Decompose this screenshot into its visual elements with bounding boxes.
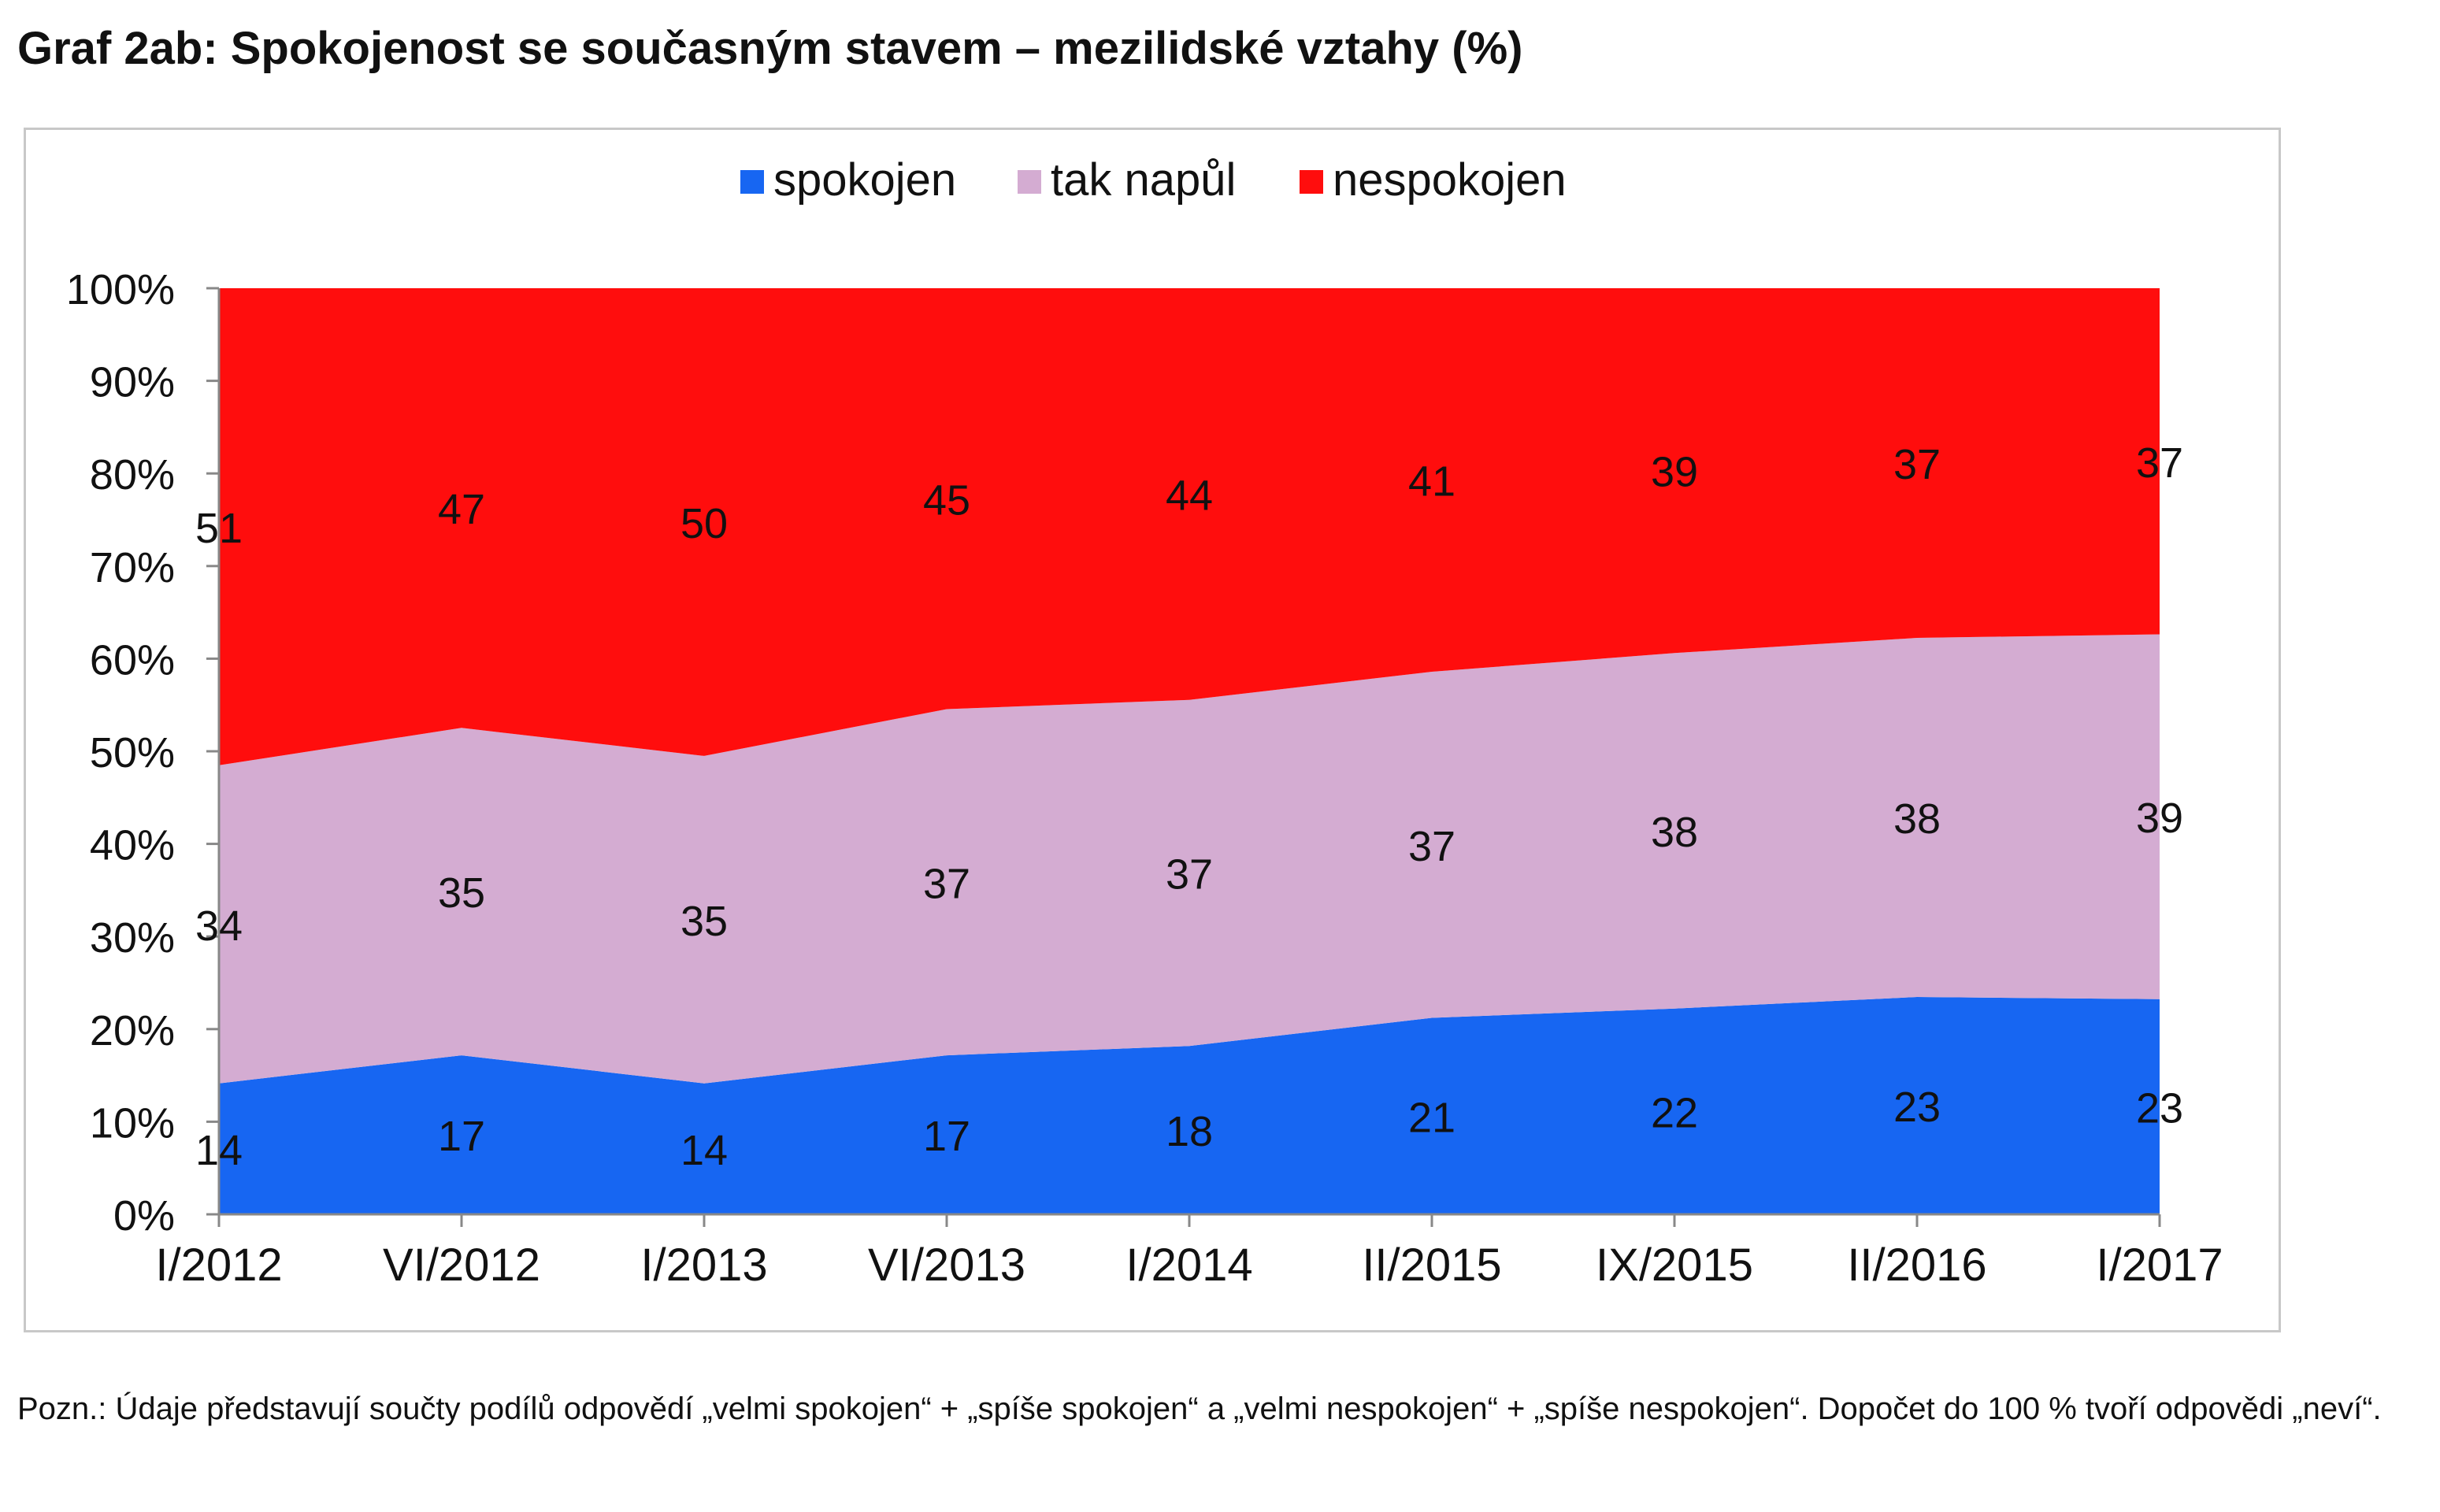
data-label-tak-napul-ii-2015: 37 bbox=[1408, 823, 1455, 870]
data-label-tak-napul-ix-2015: 38 bbox=[1651, 809, 1698, 856]
x-tick-label: II/2015 bbox=[1362, 1240, 1501, 1291]
data-label-nespokojen-i-2017: 37 bbox=[2136, 439, 2183, 487]
y-tick-label: 60% bbox=[90, 636, 175, 684]
data-label-spokojen-i-2012: 14 bbox=[195, 1127, 243, 1174]
legend-swatch-nespokojen bbox=[1300, 170, 1323, 194]
legend-label-tak-napul: tak napůl bbox=[1051, 154, 1236, 206]
data-label-spokojen-i-2014: 18 bbox=[1166, 1108, 1213, 1155]
area-layer bbox=[219, 288, 2160, 1214]
data-label-tak-napul-vi-2013: 37 bbox=[923, 860, 970, 907]
data-label-tak-napul-vi-2012: 35 bbox=[438, 869, 485, 917]
y-tick-label: 80% bbox=[90, 451, 175, 498]
data-label-nespokojen-ii-2016: 37 bbox=[1893, 441, 1941, 488]
data-label-nespokojen-ix-2015: 39 bbox=[1651, 449, 1698, 496]
data-label-tak-napul-i-2012: 34 bbox=[195, 902, 243, 950]
data-label-spokojen-i-2013: 14 bbox=[680, 1127, 728, 1174]
data-label-nespokojen-i-2014: 44 bbox=[1166, 472, 1213, 519]
data-label-nespokojen-i-2013: 50 bbox=[680, 500, 728, 547]
chart-title: Graf 2ab: Spokojenost se současným stave… bbox=[17, 23, 1523, 74]
data-label-spokojen-ii-2016: 23 bbox=[1893, 1084, 1941, 1131]
legend-label-spokojen: spokojen bbox=[773, 154, 956, 206]
y-tick-label: 50% bbox=[90, 729, 175, 776]
x-tick-label: I/2012 bbox=[155, 1240, 282, 1291]
y-tick-label: 30% bbox=[90, 914, 175, 962]
data-label-spokojen-vi-2013: 17 bbox=[923, 1113, 970, 1160]
area-spokojen bbox=[219, 997, 2160, 1214]
area-tak-napul bbox=[219, 634, 2160, 1084]
data-label-layer: 14 17 14 17 18 21 22 23 23 34 35 35 37 37 37 38 38 39 51 47… bbox=[195, 439, 2183, 1174]
legend-swatch-spokojen bbox=[740, 170, 764, 194]
y-tick-label: 10% bbox=[90, 1099, 175, 1147]
data-label-spokojen-ii-2015: 21 bbox=[1408, 1094, 1455, 1141]
y-tick-label: 40% bbox=[90, 822, 175, 869]
data-label-spokojen-i-2017: 23 bbox=[2136, 1084, 2183, 1132]
y-tick-label: 90% bbox=[90, 359, 175, 406]
x-tick-label: I/2017 bbox=[2096, 1240, 2223, 1291]
data-label-tak-napul-ii-2016: 38 bbox=[1893, 795, 1941, 843]
y-tick-label: 0% bbox=[113, 1192, 175, 1240]
data-label-tak-napul-i-2014: 37 bbox=[1166, 850, 1213, 898]
x-tick-label: I/2013 bbox=[640, 1240, 767, 1291]
data-label-nespokojen-ii-2015: 41 bbox=[1408, 458, 1455, 506]
data-label-nespokojen-vi-2013: 45 bbox=[923, 476, 970, 524]
legend: spokojen tak napůl nespokojen bbox=[740, 154, 1567, 206]
y-tick-label: 70% bbox=[90, 544, 175, 591]
y-tick-label: 100% bbox=[66, 266, 175, 313]
data-label-tak-napul-i-2017: 39 bbox=[2136, 795, 2183, 842]
x-tick-label: VI/2013 bbox=[868, 1240, 1025, 1291]
chart-note: Pozn.: Údaje představují součty podílů o… bbox=[17, 1392, 2382, 1426]
x-tick-label: I/2014 bbox=[1125, 1240, 1252, 1291]
data-label-spokojen-vi-2012: 17 bbox=[438, 1113, 485, 1160]
data-label-tak-napul-i-2013: 35 bbox=[680, 898, 728, 945]
legend-label-nespokojen: nespokojen bbox=[1333, 154, 1567, 206]
data-label-nespokojen-vi-2012: 47 bbox=[438, 486, 485, 533]
axis-layer: 0% 10% 20% 30% 40% 50% 60% 70% 80% 90% 100% I/2012 V… bbox=[66, 266, 2223, 1291]
legend-swatch-tak-napul bbox=[1018, 170, 1041, 194]
y-tick-label: 20% bbox=[90, 1007, 175, 1054]
data-label-nespokojen-i-2012: 51 bbox=[195, 505, 243, 552]
x-tick-label: IX/2015 bbox=[1596, 1240, 1753, 1291]
area-nespokojen bbox=[219, 288, 2160, 765]
x-tick-label: VI/2012 bbox=[383, 1240, 540, 1291]
data-label-spokojen-ix-2015: 22 bbox=[1651, 1089, 1698, 1136]
x-tick-label: II/2016 bbox=[1847, 1240, 1986, 1291]
